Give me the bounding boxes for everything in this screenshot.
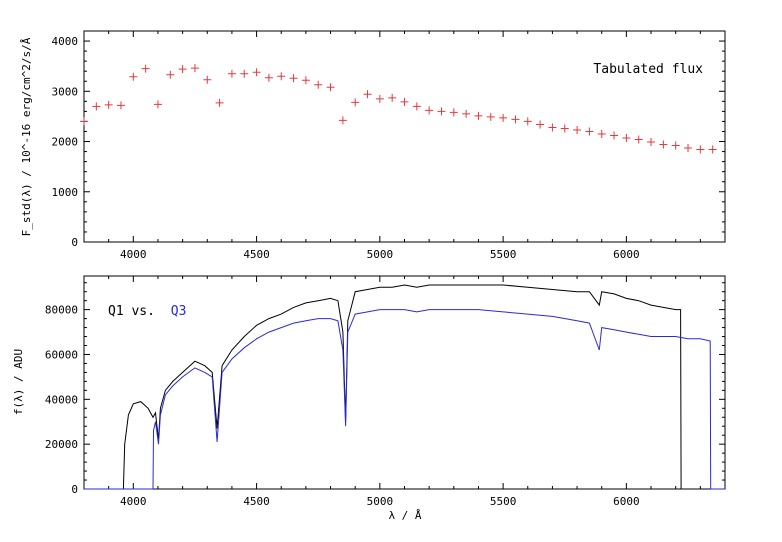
flux-point <box>536 120 545 129</box>
flux-point <box>129 72 138 81</box>
flux-point <box>696 145 705 154</box>
annotation-q1: Q1 vs. <box>108 304 155 319</box>
annotation-q3: Q3 <box>171 304 187 319</box>
flux-point <box>80 117 88 126</box>
bottom-y-tick-label: 40000 <box>45 393 78 406</box>
flux-point <box>351 98 360 107</box>
top-panel: 4000 4500 5000 5500 6000 0 1000 2000 3000 4000 Ta… <box>20 30 726 261</box>
flux-point <box>326 83 335 92</box>
flux-point <box>264 73 273 82</box>
flux-point <box>203 75 212 84</box>
bottom-y-tick-label: 60000 <box>45 348 78 361</box>
flux-point <box>622 134 631 143</box>
flux-point <box>104 100 113 109</box>
flux-point <box>166 70 175 79</box>
bottom-x-tick-label: 6000 <box>613 495 640 508</box>
flux-point <box>684 144 693 153</box>
flux-point <box>92 102 101 111</box>
flux-point <box>548 123 557 132</box>
top-data-points <box>80 64 717 154</box>
bottom-y-tick-label: 0 <box>71 483 78 496</box>
flux-point <box>338 116 347 125</box>
flux-point <box>215 98 224 107</box>
flux-point <box>597 129 606 138</box>
top-y-tick-label: 1000 <box>52 186 79 199</box>
flux-point <box>671 141 680 150</box>
top-ylabel: F_std(λ) / 10^-16 erg/cm^2/s/Å <box>20 37 33 236</box>
top-x-tick-label: 5000 <box>367 248 394 261</box>
flux-point <box>301 76 310 85</box>
top-annotation: Tabulated flux <box>593 62 703 77</box>
top-y-tick-label: 2000 <box>52 136 79 149</box>
flux-point <box>499 113 508 122</box>
flux-point <box>375 94 384 103</box>
bottom-ticks: 4000 4500 5000 5500 600002000040000600008000… <box>45 276 725 508</box>
flux-point <box>474 111 483 120</box>
flux-point <box>523 117 532 126</box>
spectrum-q3 <box>84 309 725 490</box>
flux-point <box>486 112 495 121</box>
flux-point <box>240 69 249 78</box>
top-y-tick-label: 3000 <box>52 85 79 98</box>
bottom-y-tick-label: 20000 <box>45 438 78 451</box>
bottom-x-tick-label: 5500 <box>490 495 517 508</box>
top-x-tick-label: 5500 <box>490 248 517 261</box>
top-y-tick-label: 4000 <box>52 35 79 48</box>
top-x-tick-label: 4500 <box>243 248 270 261</box>
top-ticks: 4000 4500 5000 5500 6000 0 1000 2000 3000 4000 <box>52 30 725 261</box>
bottom-annotation: Q1 vs. Q3 <box>108 304 186 319</box>
flux-point <box>388 93 397 102</box>
flux-point <box>560 124 569 133</box>
bottom-xlabel: λ / Å <box>388 509 421 522</box>
bottom-series <box>84 284 725 490</box>
flux-point <box>437 107 446 116</box>
bottom-x-tick-label: 5000 <box>367 495 394 508</box>
flux-point <box>289 74 298 83</box>
flux-point <box>314 80 323 89</box>
flux-point <box>141 64 150 73</box>
bottom-panel: 4000 4500 5000 5500 600002000040000600008000… <box>12 275 726 522</box>
bottom-y-tick-label: 80000 <box>45 304 78 317</box>
flux-point <box>116 101 125 110</box>
bottom-x-tick-label: 4500 <box>243 495 270 508</box>
flux-point <box>252 68 261 77</box>
flux-point <box>412 102 421 111</box>
flux-point <box>277 72 286 81</box>
flux-point <box>708 145 717 154</box>
flux-point <box>610 131 619 140</box>
flux-point <box>462 109 471 118</box>
flux-point <box>190 64 199 73</box>
flux-point <box>425 106 434 115</box>
flux-point <box>511 115 520 124</box>
flux-point <box>573 125 582 134</box>
top-x-tick-label: 6000 <box>613 248 640 261</box>
top-x-tick-label: 4000 <box>120 248 147 261</box>
top-y-tick-label: 0 <box>71 236 78 249</box>
flux-point <box>227 69 236 78</box>
flux-point <box>647 138 656 147</box>
flux-point <box>153 100 162 109</box>
bottom-x-tick-label: 4000 <box>120 495 147 508</box>
flux-point <box>449 108 458 117</box>
flux-point <box>400 97 409 106</box>
flux-point <box>585 127 594 136</box>
flux-point <box>634 135 643 144</box>
flux-point <box>659 140 668 149</box>
flux-point <box>178 65 187 74</box>
flux-point <box>363 90 372 99</box>
bottom-ylabel: f(λ) / ADU <box>12 349 25 415</box>
